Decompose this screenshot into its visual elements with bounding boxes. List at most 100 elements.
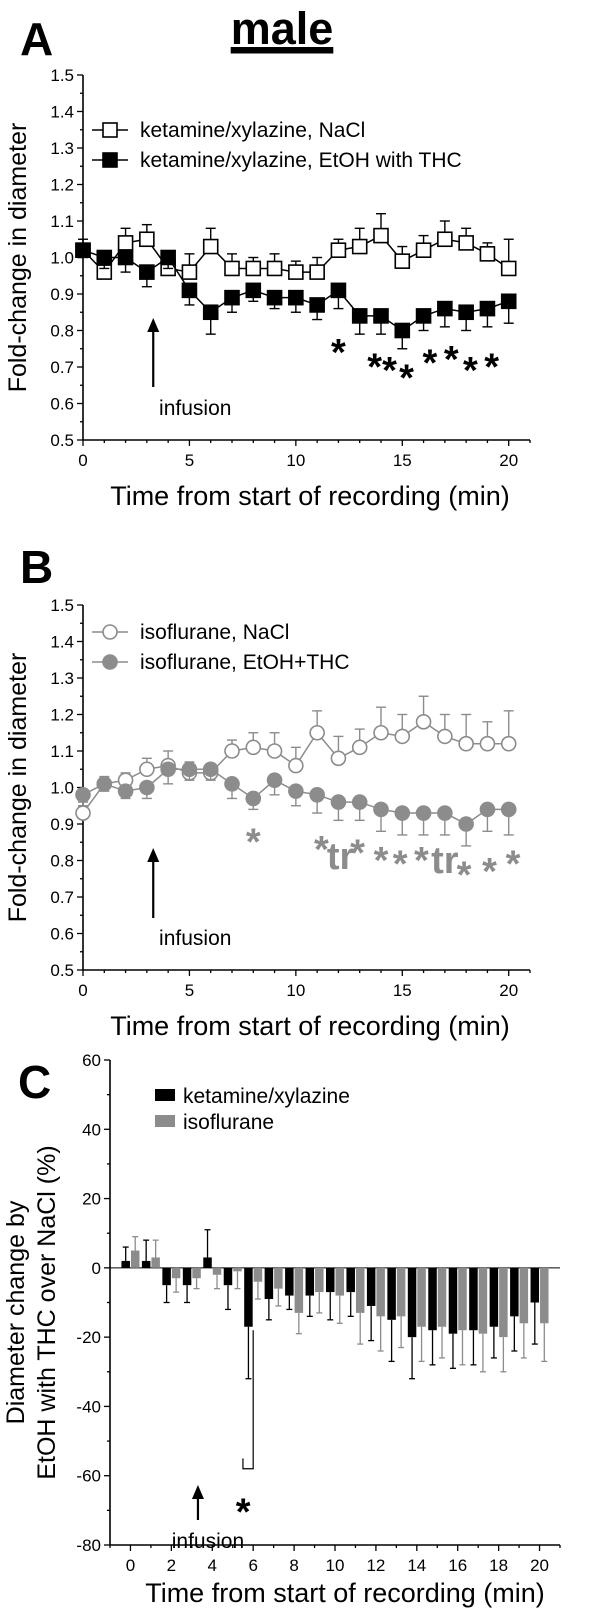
y-tick-label: -80 bbox=[76, 1536, 101, 1555]
y-tick-label: 0.8 bbox=[50, 322, 74, 341]
data-point bbox=[288, 264, 304, 280]
data-point bbox=[394, 253, 411, 269]
data-point bbox=[309, 724, 325, 741]
bar bbox=[285, 1267, 294, 1296]
y-axis-label: Fold-change in diameter bbox=[4, 653, 32, 923]
y-tick-label: -40 bbox=[76, 1397, 101, 1416]
infusion-arrow-head bbox=[147, 318, 160, 332]
data-point bbox=[75, 786, 91, 803]
data-point bbox=[288, 783, 304, 799]
data-point bbox=[437, 231, 453, 248]
bar bbox=[469, 1267, 478, 1331]
bar bbox=[253, 1267, 263, 1282]
significance-marker: * bbox=[367, 346, 382, 388]
data-point bbox=[139, 779, 155, 796]
bar bbox=[141, 1260, 151, 1268]
significance-marker: * bbox=[482, 851, 497, 893]
data-point bbox=[415, 805, 432, 821]
data-point bbox=[288, 289, 304, 306]
x-tick-label: 8 bbox=[289, 1556, 298, 1575]
significance-marker: tr bbox=[327, 836, 355, 878]
x-tick-label: 6 bbox=[248, 1556, 257, 1575]
data-point bbox=[266, 772, 283, 789]
data-point bbox=[479, 246, 496, 262]
y-tick-label: 0.6 bbox=[50, 925, 74, 944]
x-tick-label: 15 bbox=[393, 451, 412, 470]
data-point bbox=[245, 282, 262, 299]
x-tick-label: 18 bbox=[489, 1556, 508, 1575]
bar bbox=[223, 1267, 233, 1286]
data-point bbox=[245, 260, 262, 277]
y-tick-label: 1.4 bbox=[50, 103, 74, 122]
significance-marker: * bbox=[444, 339, 459, 381]
significance-marker: * bbox=[382, 350, 397, 392]
infusion-label: infusion bbox=[159, 927, 231, 950]
data-point bbox=[139, 761, 155, 778]
y-tick-label: 1.5 bbox=[50, 596, 74, 615]
legend-marker bbox=[102, 654, 118, 670]
x-tick-label: 10 bbox=[326, 1556, 345, 1575]
bar bbox=[326, 1267, 335, 1293]
infusion-arrow-head bbox=[191, 1485, 204, 1499]
bar bbox=[315, 1267, 324, 1293]
data-point bbox=[181, 282, 198, 299]
x-tick-label: 0 bbox=[126, 1556, 135, 1575]
y-tick-label: 1.1 bbox=[50, 212, 74, 231]
x-tick-label: 20 bbox=[499, 451, 518, 470]
bar bbox=[540, 1267, 549, 1324]
data-point bbox=[309, 786, 325, 803]
data-point bbox=[266, 260, 283, 277]
data-point bbox=[415, 308, 432, 324]
infusion-label: infusion bbox=[159, 397, 231, 420]
data-point bbox=[75, 805, 91, 821]
significance-marker: * bbox=[314, 829, 329, 871]
bar bbox=[203, 1257, 212, 1268]
legend-marker bbox=[102, 122, 118, 138]
data-point bbox=[458, 816, 474, 832]
x-tick-label: 2 bbox=[167, 1556, 176, 1575]
x-tick-label: 16 bbox=[448, 1556, 467, 1575]
data-point bbox=[288, 757, 304, 774]
data-point bbox=[309, 264, 325, 280]
significance-marker: * bbox=[506, 844, 521, 886]
y-tick-label: 1.0 bbox=[50, 779, 74, 798]
x-tick-label: 0 bbox=[78, 981, 87, 1000]
legend-swatch bbox=[155, 1089, 175, 1101]
significance-marker: * bbox=[393, 844, 408, 886]
data-point bbox=[266, 743, 283, 759]
data-point bbox=[139, 264, 155, 280]
data-point bbox=[202, 761, 219, 778]
legend-label: ketamine/xylazine, EtOH with THC bbox=[140, 149, 462, 172]
y-tick-label: 1.5 bbox=[50, 66, 74, 85]
x-tick-label: 0 bbox=[78, 451, 87, 470]
significance-marker: * bbox=[463, 350, 478, 392]
data-point bbox=[394, 322, 411, 339]
significance-marker: * bbox=[374, 840, 389, 882]
data-point bbox=[437, 300, 453, 317]
data-point bbox=[479, 735, 496, 752]
data-point bbox=[202, 238, 219, 255]
bar bbox=[437, 1267, 447, 1327]
bar bbox=[294, 1267, 304, 1313]
data-point bbox=[351, 238, 368, 255]
bar bbox=[162, 1267, 171, 1286]
data-point bbox=[75, 242, 91, 258]
y-tick-label: 0.6 bbox=[50, 395, 74, 414]
data-point bbox=[500, 735, 517, 752]
data-point bbox=[373, 227, 389, 244]
x-tick-label: 20 bbox=[530, 1556, 549, 1575]
data-point bbox=[437, 728, 453, 745]
y-tick-label: 20 bbox=[82, 1190, 101, 1209]
significance-marker: tr bbox=[431, 840, 459, 882]
bar bbox=[407, 1267, 417, 1338]
data-point bbox=[500, 801, 517, 818]
significance-marker: * bbox=[457, 854, 472, 896]
data-point bbox=[351, 308, 368, 324]
data-point bbox=[415, 713, 432, 730]
y-tick-label: 0 bbox=[92, 1259, 101, 1278]
data-point bbox=[458, 304, 474, 321]
x-tick-label: 20 bbox=[499, 981, 518, 1000]
legend-marker bbox=[102, 624, 118, 640]
panel-c-chart: C -80 -60 -40 -20 0 20 40 60 0 2 4 6 8 10 12 14 16 18 20 Tim… bbox=[2, 1051, 561, 1608]
